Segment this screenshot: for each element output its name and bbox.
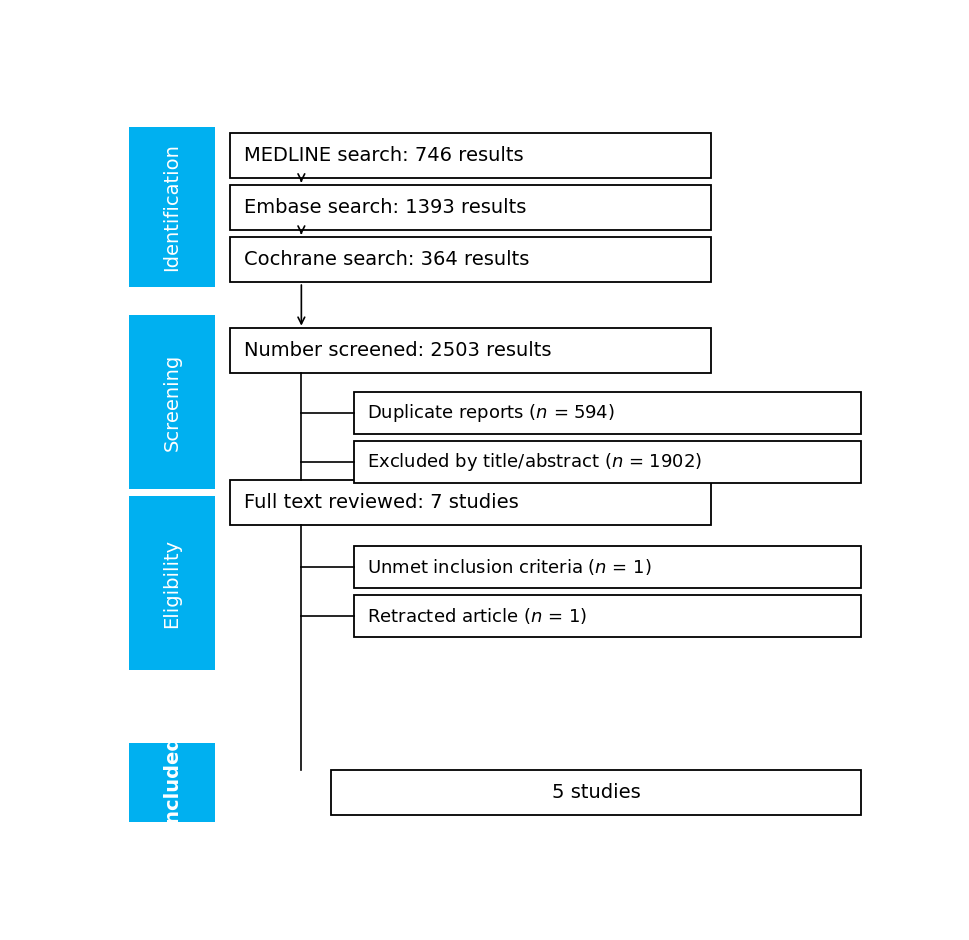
Text: Eligibility: Eligibility — [163, 539, 181, 628]
Text: Identification: Identification — [163, 143, 181, 271]
Bar — [230, 237, 710, 282]
Text: Cochrane search: 364 results: Cochrane search: 364 results — [243, 250, 529, 269]
Bar — [129, 316, 215, 489]
Text: Screening: Screening — [163, 353, 181, 451]
Bar — [129, 743, 215, 822]
Bar — [354, 595, 860, 636]
Bar — [331, 770, 860, 815]
Bar — [354, 392, 860, 434]
Text: Embase search: 1393 results: Embase search: 1393 results — [243, 198, 526, 217]
Text: Excluded by title/abstract ($n$ = 1902): Excluded by title/abstract ($n$ = 1902) — [367, 451, 703, 474]
Text: Full text reviewed: 7 studies: Full text reviewed: 7 studies — [243, 494, 518, 512]
Bar — [129, 127, 215, 287]
Bar — [230, 133, 710, 178]
Bar — [129, 496, 215, 670]
Text: MEDLINE search: 746 results: MEDLINE search: 746 results — [243, 146, 523, 165]
Bar — [354, 442, 860, 483]
Text: Number screened: 2503 results: Number screened: 2503 results — [243, 341, 551, 360]
Bar — [354, 545, 860, 588]
Text: Unmet inclusion criteria ($n$ = 1): Unmet inclusion criteria ($n$ = 1) — [367, 556, 652, 576]
Text: Retracted article ($n$ = 1): Retracted article ($n$ = 1) — [367, 606, 588, 626]
Bar — [230, 185, 710, 230]
Text: Included: Included — [163, 735, 181, 829]
Bar — [230, 480, 710, 525]
Bar — [230, 328, 710, 373]
Text: Duplicate reports ($n$ = 594): Duplicate reports ($n$ = 594) — [367, 402, 615, 424]
Text: 5 studies: 5 studies — [551, 783, 641, 802]
